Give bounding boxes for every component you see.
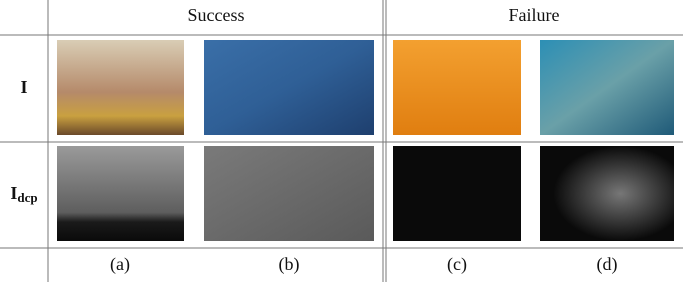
page: {"header": {"groups": ["Success", "Failu… [0,0,683,282]
row-label-main: I [10,183,17,203]
image [540,146,674,241]
image [204,40,374,135]
caption: (b) [279,254,300,275]
image [204,146,374,241]
image [393,146,521,241]
group-header: Failure [509,5,560,25]
caption: (a) [110,254,130,275]
caption: (c) [447,254,467,275]
image [393,40,521,135]
image [540,40,674,135]
group-header: Success [188,5,245,25]
row-label: Idcp [10,183,37,205]
figure-table: Success Failure I Idcp (a) (b) (c) (d) [0,0,683,282]
row-label-sub: dcp [17,190,37,205]
row-label: I [20,77,27,97]
image [57,146,184,241]
caption: (d) [597,254,618,275]
image [57,40,184,135]
